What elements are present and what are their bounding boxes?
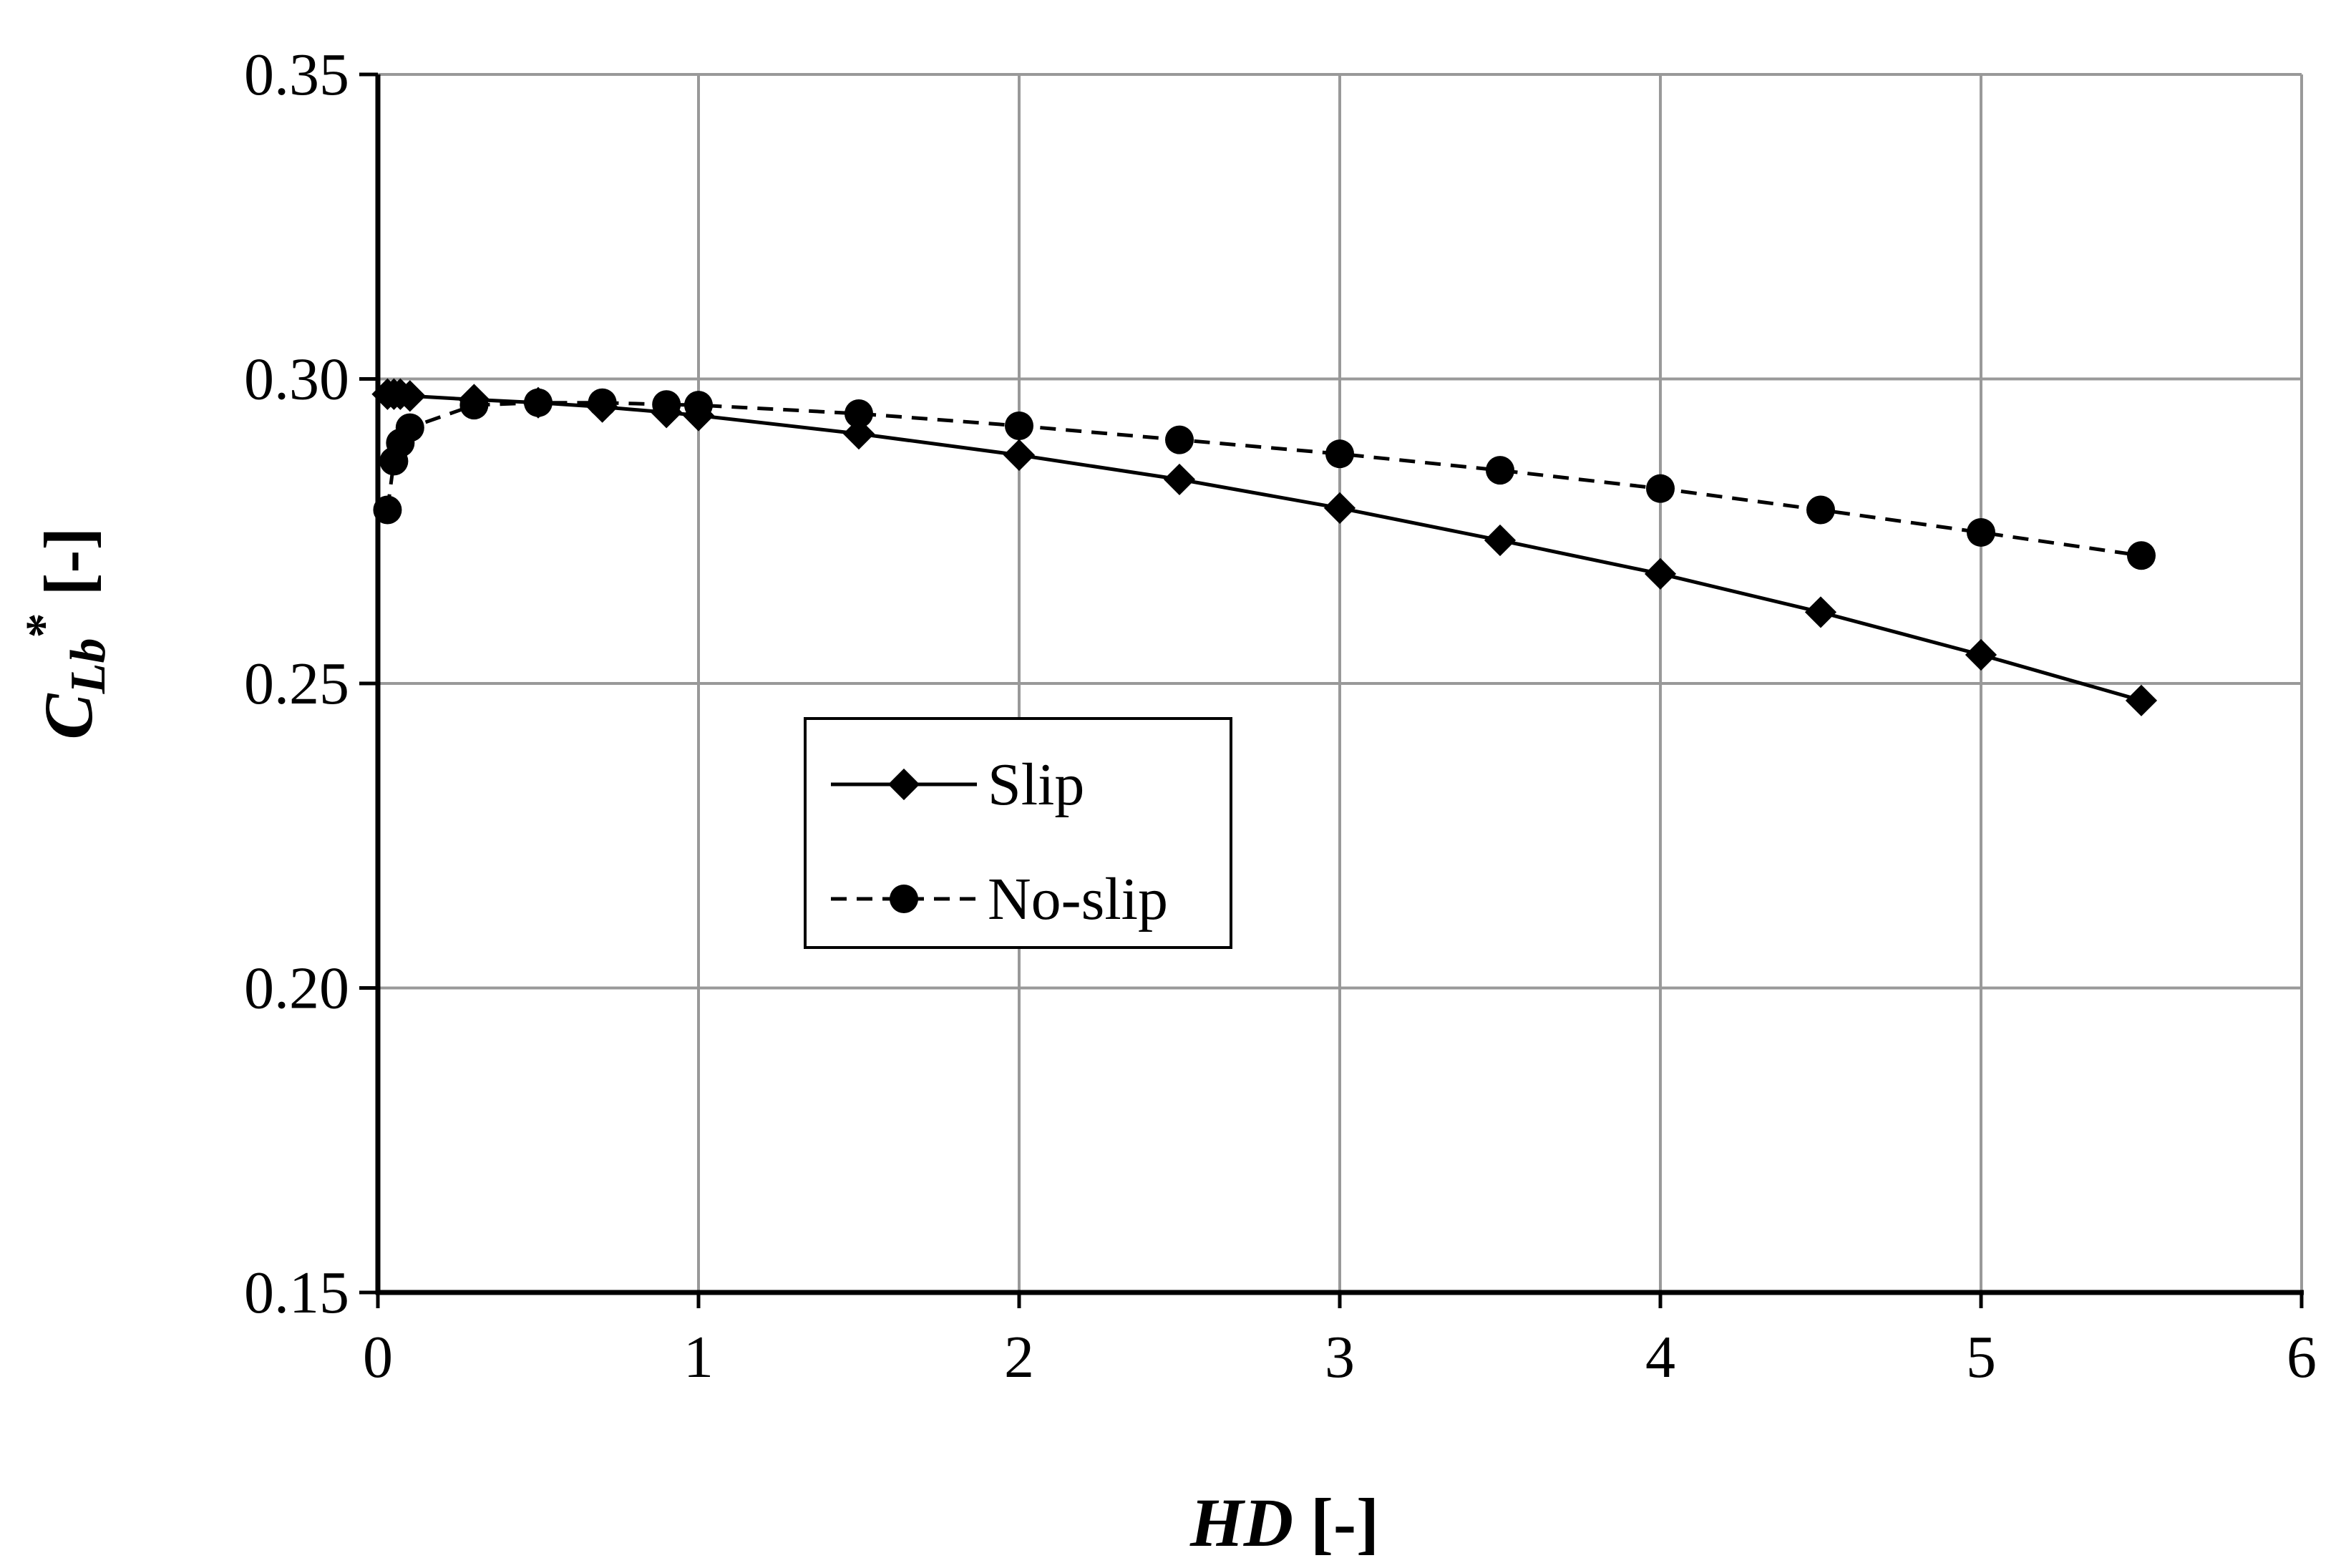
y-axis-title-sup: * <box>16 613 72 638</box>
y-tick-label: 0.35 <box>244 42 349 108</box>
x-tick-label: 2 <box>1004 1324 1034 1391</box>
legend-box <box>804 717 1232 949</box>
data-point-no-slip <box>684 391 713 420</box>
legend-label-no-slip: No-slip <box>988 866 1168 932</box>
y-axis-title-sub: Lb <box>61 638 116 695</box>
y-tick-label: 0.30 <box>244 346 349 413</box>
data-point-no-slip <box>588 388 617 417</box>
y-tick-label: 0.25 <box>244 651 349 717</box>
y-tick-label: 0.20 <box>244 955 349 1022</box>
x-tick-label: 1 <box>683 1324 714 1391</box>
data-point-slip <box>1163 463 1196 496</box>
legend-label-slip: Slip <box>988 751 1084 818</box>
data-point-no-slip <box>1165 425 1194 454</box>
x-tick-label: 6 <box>2287 1324 2317 1391</box>
data-point-slip <box>2125 684 2158 716</box>
y-axis-title-main: C <box>30 693 107 739</box>
data-point-slip <box>1804 596 1837 628</box>
data-point-no-slip <box>1806 495 1835 525</box>
data-point-no-slip <box>373 495 402 525</box>
data-point-slip <box>1644 557 1677 590</box>
series-layer <box>371 378 2158 716</box>
x-tick-label: 5 <box>1966 1324 1996 1391</box>
x-axis-title-main: HD <box>1189 1484 1293 1561</box>
data-point-slip <box>394 380 426 412</box>
grid <box>378 73 2303 1292</box>
axis-titles: HD [-] CLb* [-] <box>16 527 1379 1561</box>
data-point-slip <box>842 417 875 450</box>
legend-marker-no-slip <box>890 885 918 913</box>
legend: Slip No-slip <box>804 717 1232 949</box>
y-axis-title-unit: [-] <box>30 527 107 613</box>
x-tick-label: 4 <box>1645 1324 1675 1391</box>
data-point-no-slip <box>2127 541 2156 570</box>
y-tick-label: 0.15 <box>244 1260 349 1326</box>
data-point-no-slip <box>524 388 553 417</box>
legend-marker-slip <box>887 768 920 801</box>
data-point-no-slip <box>1325 439 1354 469</box>
data-point-no-slip <box>652 390 681 419</box>
x-tick-label: 3 <box>1325 1324 1355 1391</box>
data-point-no-slip <box>459 391 489 420</box>
y-axis-title: CLb* [-] <box>16 527 116 740</box>
data-point-no-slip <box>845 399 873 429</box>
data-point-no-slip <box>1646 474 1675 503</box>
data-point-slip <box>1965 638 1997 671</box>
series-slip <box>371 378 2158 716</box>
data-point-slip <box>1323 492 1356 525</box>
x-tick-label: 0 <box>363 1324 393 1391</box>
data-point-no-slip <box>1967 517 1995 547</box>
data-point-no-slip <box>395 413 424 442</box>
data-point-slip <box>1484 524 1517 557</box>
series-no-slip <box>373 388 2156 570</box>
series-line-slip <box>387 392 2142 703</box>
axes: 0 1 2 3 4 5 6 0.15 0.20 0.25 0.30 0.35 <box>244 42 2317 1391</box>
x-axis-title-unit: [-] <box>1293 1484 1379 1561</box>
data-point-no-slip <box>1005 412 1033 441</box>
data-point-slip <box>1003 439 1036 471</box>
data-point-no-slip <box>1486 456 1514 485</box>
series-line-no-slip <box>385 401 2142 557</box>
x-axis-title: HD [-] <box>1189 1484 1379 1561</box>
